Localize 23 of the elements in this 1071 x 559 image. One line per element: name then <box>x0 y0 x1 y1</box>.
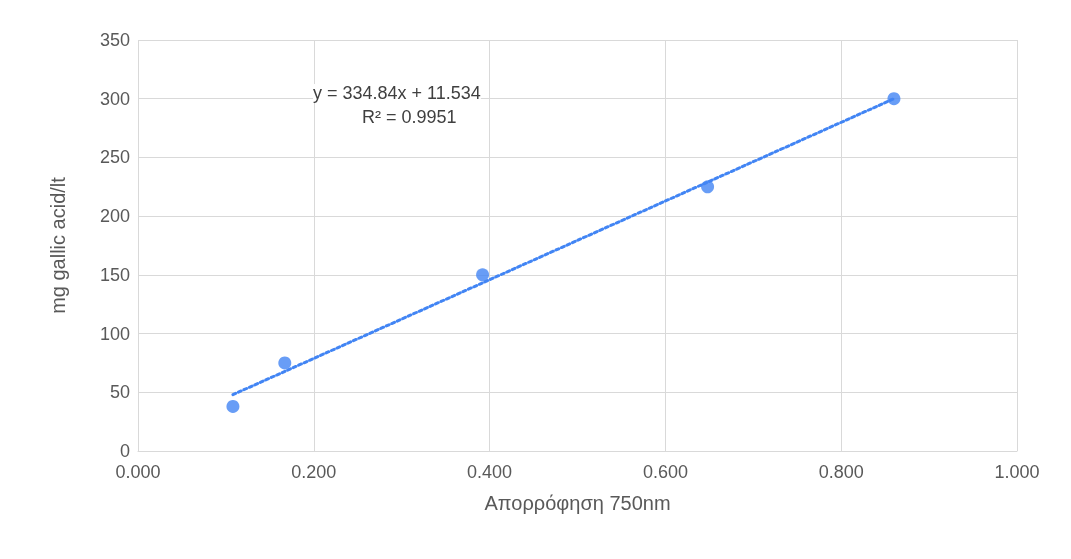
x-axis-title: Απορρόφηση 750nm <box>484 492 671 514</box>
y-tick-label: 250 <box>99 147 130 168</box>
point <box>226 399 240 413</box>
x-tick-label: 0.200 <box>291 462 337 482</box>
x-tick-label: 0.600 <box>642 462 688 482</box>
point <box>476 268 490 282</box>
point <box>278 356 292 370</box>
annotation: y = 334.84x + 11.534 <box>313 83 481 103</box>
x-tick-label: 0.000 <box>115 462 161 482</box>
y-tick-label: 200 <box>99 206 130 227</box>
y-tick-label: 0 <box>119 441 130 461</box>
x-tick-label: 1.000 <box>994 462 1040 482</box>
y-tick-label: 150 <box>99 264 130 285</box>
point <box>701 180 715 194</box>
y-axis-title: mg gallic acid/lt <box>47 176 69 314</box>
x-tick-label: 0.400 <box>467 462 513 482</box>
y-tick-label: 350 <box>99 30 130 50</box>
point <box>887 92 901 106</box>
y-tick-label: 300 <box>99 88 130 109</box>
annotation: R² = 0.9951 <box>362 107 457 127</box>
y-tick-label: 100 <box>99 323 130 344</box>
y-tick-label: 50 <box>109 382 130 403</box>
x-tick-label: 0.800 <box>818 462 864 482</box>
